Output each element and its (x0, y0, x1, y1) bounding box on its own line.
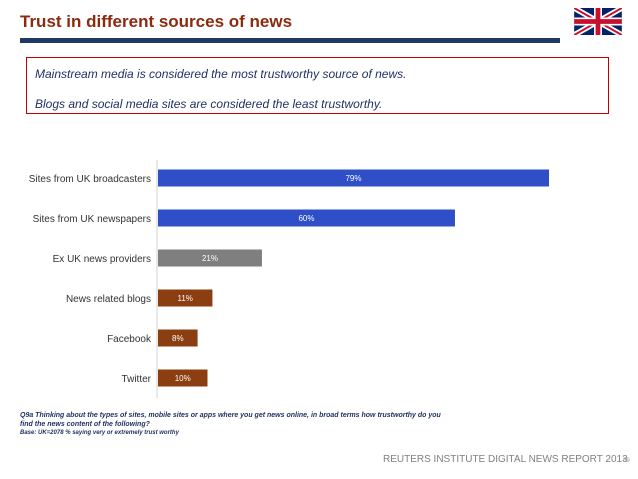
report-footer: REUTERS INSTITUTE DIGITAL NEWS REPORT 20… (383, 454, 628, 465)
category-label: Sites from UK newspapers (33, 214, 151, 225)
bar-value-label: 10% (175, 374, 191, 383)
bar (158, 329, 198, 347)
category-label: News related blogs (66, 294, 151, 305)
bar (158, 209, 455, 227)
bar-value-label: 21% (202, 254, 218, 263)
bar (158, 289, 213, 307)
union-jack-flag-icon (574, 8, 622, 35)
bar (158, 249, 262, 267)
survey-footnote: Q9a Thinking about the types of sites, m… (20, 411, 460, 438)
title-divider (20, 38, 560, 43)
bar-value-label: 11% (178, 294, 193, 303)
bar (158, 369, 208, 387)
category-label: Sites from UK broadcasters (29, 174, 151, 185)
page-number: 59 (623, 458, 630, 464)
bar-value-label: 79% (345, 174, 361, 183)
key-finding-mainstream: Mainstream media is considered the most … (35, 67, 407, 81)
survey-base: Base: UK=2078 % saying very or extremely… (20, 430, 179, 436)
category-label: Ex UK news providers (53, 254, 151, 265)
page-title: Trust in different sources of news (20, 12, 293, 31)
survey-question-line1: Q9a Thinking about the types of sites, m… (20, 412, 441, 419)
bar-value-label: 60% (298, 214, 314, 223)
category-label: Facebook (107, 334, 152, 345)
bar-value-label: 8% (172, 334, 184, 343)
category-label: Twitter (122, 374, 152, 385)
survey-question-line2: find the news content of the following? (20, 421, 150, 428)
bar (158, 169, 549, 187)
key-finding-blogs-social: Blogs and social media sites are conside… (35, 97, 383, 111)
trust-bar-chart: Sites from UK broadcasters 79% Sites from … (29, 160, 549, 398)
key-findings-box: Mainstream media is considered the most … (26, 57, 609, 114)
